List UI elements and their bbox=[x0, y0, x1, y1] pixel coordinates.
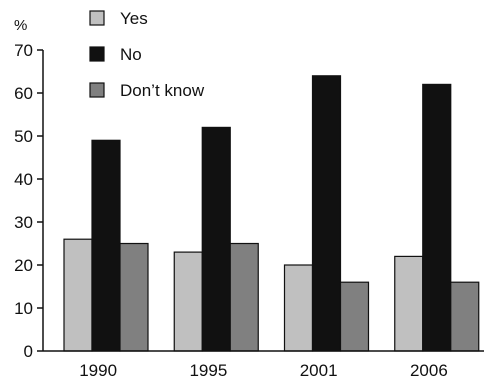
y-axis: 0 10 20 30 40 50 60 70 bbox=[14, 41, 44, 361]
y-tick-label: 0 bbox=[24, 342, 33, 361]
legend: Yes No Don’t know bbox=[89, 9, 205, 100]
plot-area bbox=[63, 75, 480, 352]
y-axis-unit-label: % bbox=[14, 17, 27, 34]
bar-don-t-know-1990 bbox=[119, 242, 149, 352]
legend-swatch bbox=[89, 10, 105, 26]
y-tick-label: 40 bbox=[14, 170, 33, 189]
y-tick-label: 50 bbox=[14, 127, 33, 146]
legend-label: No bbox=[120, 45, 142, 64]
bar-don-t-know-2006 bbox=[450, 281, 480, 352]
legend-label: Yes bbox=[120, 9, 148, 28]
legend-swatch bbox=[89, 46, 105, 62]
x-tick-label: 1990 bbox=[79, 361, 117, 379]
bar-no-1995 bbox=[201, 126, 231, 352]
y-tick-label: 20 bbox=[14, 256, 33, 275]
x-tick-label: 1995 bbox=[189, 361, 227, 379]
bar-yes-2001 bbox=[283, 264, 314, 352]
y-tick-label: 60 bbox=[14, 84, 33, 103]
x-axis: 1990 1995 2001 2006 bbox=[43, 350, 484, 379]
bar-yes-2006 bbox=[394, 255, 424, 352]
legend-label: Don’t know bbox=[120, 81, 205, 100]
y-tick-label: 10 bbox=[14, 299, 33, 318]
bar-don-t-know-1995 bbox=[229, 242, 259, 352]
x-tick-label: 2001 bbox=[300, 361, 338, 379]
legend-swatch bbox=[89, 82, 105, 98]
bar-yes-1995 bbox=[173, 251, 203, 352]
bar-yes-1990 bbox=[63, 238, 93, 352]
bar-no-1990 bbox=[91, 139, 121, 352]
bar-no-2006 bbox=[422, 83, 452, 352]
bar-no-2001 bbox=[311, 75, 342, 352]
x-tick-label: 2006 bbox=[410, 361, 448, 379]
y-tick-label: 70 bbox=[14, 41, 33, 60]
bar-don-t-know-2001 bbox=[339, 281, 370, 352]
y-tick-label: 30 bbox=[14, 213, 33, 232]
